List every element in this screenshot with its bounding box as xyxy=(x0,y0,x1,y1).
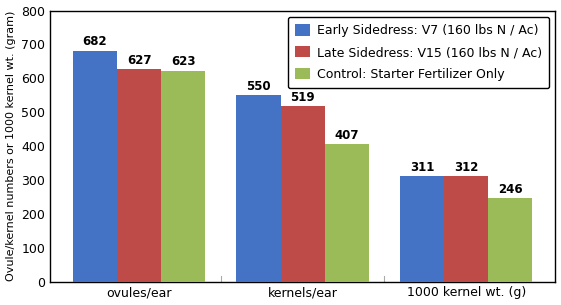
Text: 407: 407 xyxy=(334,129,359,142)
Bar xyxy=(444,176,488,282)
Text: 627: 627 xyxy=(127,54,151,67)
Y-axis label: Ovule/kernel numbers or 1000 kernel wt. (gram): Ovule/kernel numbers or 1000 kernel wt. … xyxy=(6,11,16,281)
Text: 623: 623 xyxy=(171,56,196,69)
Text: 682: 682 xyxy=(82,35,107,48)
Bar xyxy=(488,198,532,282)
Legend: Early Sidedress: V7 (160 lbs N / Ac), Late Sidedress: V15 (160 lbs N / Ac), Cont: Early Sidedress: V7 (160 lbs N / Ac), La… xyxy=(288,17,549,88)
Bar xyxy=(325,144,369,282)
Text: 519: 519 xyxy=(291,91,315,104)
Bar xyxy=(400,176,444,282)
Bar xyxy=(237,95,280,282)
Bar xyxy=(280,106,325,282)
Bar xyxy=(161,70,205,282)
Text: 312: 312 xyxy=(454,161,479,174)
Text: 246: 246 xyxy=(498,183,523,196)
Bar xyxy=(73,51,117,282)
Text: 311: 311 xyxy=(410,161,434,174)
Bar xyxy=(117,69,161,282)
Text: 550: 550 xyxy=(246,80,271,93)
